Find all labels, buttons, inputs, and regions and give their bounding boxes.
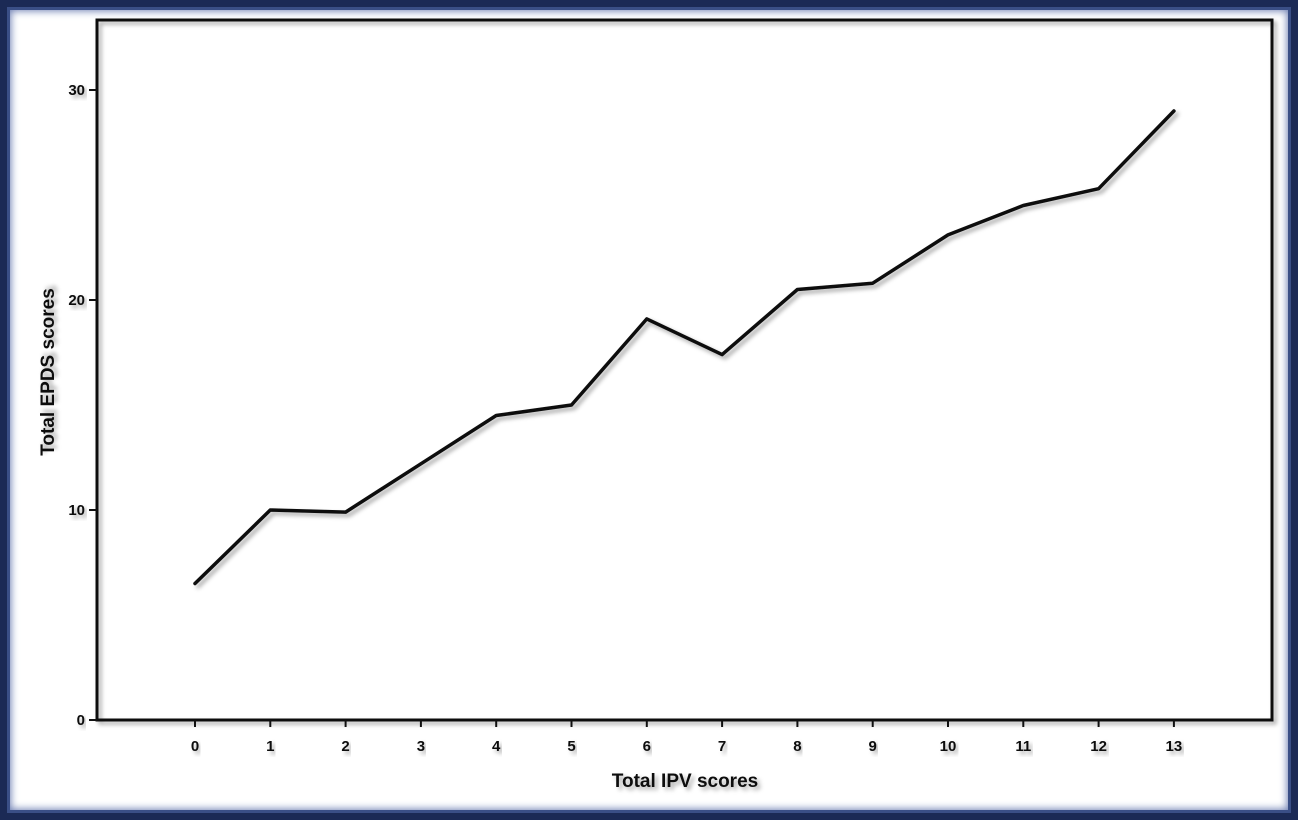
x-tick-label: 2 xyxy=(341,738,349,755)
x-tick-label: 13 xyxy=(1166,738,1183,755)
data-point xyxy=(268,508,272,512)
data-point xyxy=(946,233,950,237)
plot-area-box xyxy=(95,18,1274,722)
data-point xyxy=(570,403,573,407)
data-point xyxy=(795,288,799,291)
x-tick-label: 3 xyxy=(417,738,425,755)
x-tick-label: 5 xyxy=(567,738,575,755)
x-tick-label: 11 xyxy=(1015,738,1031,755)
data-point xyxy=(494,414,498,417)
data-point xyxy=(645,317,649,321)
x-tick-label: 6 xyxy=(643,738,651,755)
data-point xyxy=(344,510,348,514)
data-point xyxy=(1097,187,1101,191)
y-tick-label: 20 xyxy=(68,292,85,309)
x-tick-label: 9 xyxy=(869,738,877,755)
data-point xyxy=(419,462,423,466)
x-tick-label: 8 xyxy=(793,738,801,755)
x-tick-label: 7 xyxy=(718,738,726,755)
data-point xyxy=(193,582,197,585)
x-tick-label: 4 xyxy=(492,738,501,755)
series-group xyxy=(193,109,1176,586)
y-axis-title: Total EPDS scores xyxy=(38,288,59,456)
series-line xyxy=(193,109,1176,586)
y-tick-label: 30 xyxy=(68,82,85,99)
data-point xyxy=(871,281,875,285)
x-tick-label: 10 xyxy=(940,738,957,755)
data-point xyxy=(720,353,724,357)
data-point xyxy=(1021,204,1025,207)
axes xyxy=(89,89,1175,727)
x-axis-title: Total IPV scores xyxy=(612,771,758,792)
data-point xyxy=(1172,109,1176,113)
x-tick-label: 0 xyxy=(191,738,199,755)
x-tick-label: 12 xyxy=(1090,738,1107,755)
x-tick-label: 1 xyxy=(266,738,274,755)
y-tick-label: 10 xyxy=(68,502,85,519)
y-tick-label: 0 xyxy=(77,712,85,729)
